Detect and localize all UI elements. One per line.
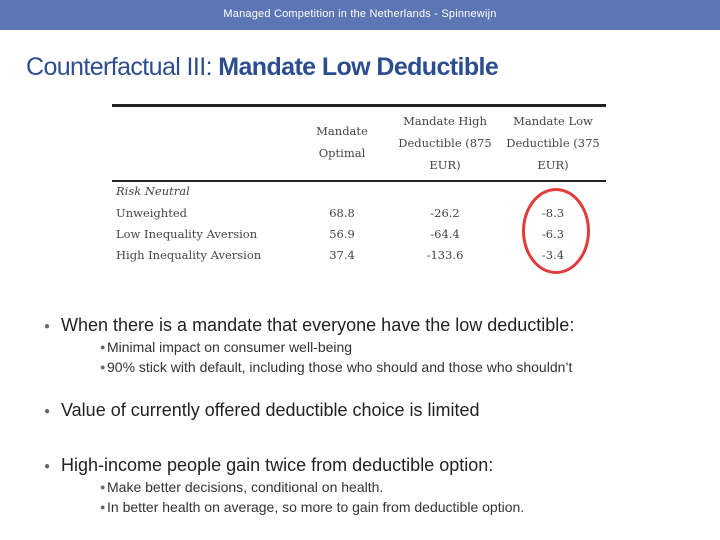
bullet-dot-icon: ● (44, 406, 51, 417)
table-row-label: High Inequality Aversion (116, 248, 262, 262)
sub-bullet-text: 90% stick with default, including those … (107, 359, 573, 375)
sub-bullet-item: ● Make better decisions, conditional on … (100, 479, 384, 495)
table-cell: 56.9 (329, 227, 355, 241)
bullet-dot-icon: ● (100, 482, 106, 492)
column-header-line: Deductible (875 (398, 136, 492, 150)
column-header-line: Deductible (375 (506, 136, 600, 150)
bullet-text: Value of currently offered deductible ch… (61, 400, 480, 420)
sub-bullet-item: ● Minimal impact on consumer well-being (100, 339, 353, 355)
bullet-dot-icon: ● (44, 461, 51, 472)
slide-title: Counterfactual III: Mandate Low Deductib… (26, 53, 499, 82)
table-section-label: Risk Neutral (116, 184, 190, 198)
sub-bullet-text: In better health on average, so more to … (107, 499, 525, 515)
header-text: Managed Competition in the Netherlands -… (223, 8, 497, 20)
table-row-label: Unweighted (116, 206, 187, 220)
bullet-dot-icon: ● (100, 502, 106, 512)
column-header-mandate-low: Mandate Low Deductible (375 EUR) (500, 110, 606, 176)
bullet-dot-icon: ● (100, 342, 106, 352)
bullet-dot-icon: ● (100, 362, 106, 372)
bullet-dot-icon: ● (44, 321, 51, 332)
table-top-rule (112, 104, 606, 107)
bullet-text: When there is a mandate that everyone ha… (61, 315, 575, 335)
sub-bullet-text: Minimal impact on consumer well-being (107, 339, 353, 355)
sub-bullet-item: ● 90% stick with default, including thos… (100, 359, 573, 375)
table-cell: -26.2 (430, 206, 460, 220)
bullet-text: High-income people gain twice from deduc… (61, 455, 494, 475)
title-accent: Mandate Low Deductible (218, 53, 499, 81)
column-header-line: Optimal (318, 146, 366, 160)
column-header-line: EUR) (429, 158, 461, 172)
sub-bullet-text: Make better decisions, conditional on he… (107, 479, 384, 495)
sub-bullet-item: ● In better health on average, so more t… (100, 499, 525, 515)
table-cell: 37.4 (329, 248, 355, 262)
column-header-line: Mandate (316, 124, 368, 138)
column-header-mandate-high: Mandate High Deductible (875 EUR) (390, 110, 500, 176)
highlight-circle (522, 188, 590, 274)
table-cell: -133.6 (426, 248, 464, 262)
title-main: Counterfactual III: (26, 53, 219, 81)
table-cell: -64.4 (430, 227, 460, 241)
column-header-line: Mandate High (403, 114, 487, 128)
table-cell: 68.8 (329, 206, 355, 220)
column-header-mandate-optimal: Mandate Optimal (302, 120, 382, 164)
header-band (0, 0, 720, 30)
table-row-label: Low Inequality Aversion (116, 227, 258, 241)
column-header-line: EUR) (537, 158, 569, 172)
column-header-line: Mandate Low (513, 114, 593, 128)
table-header-rule (112, 180, 606, 182)
